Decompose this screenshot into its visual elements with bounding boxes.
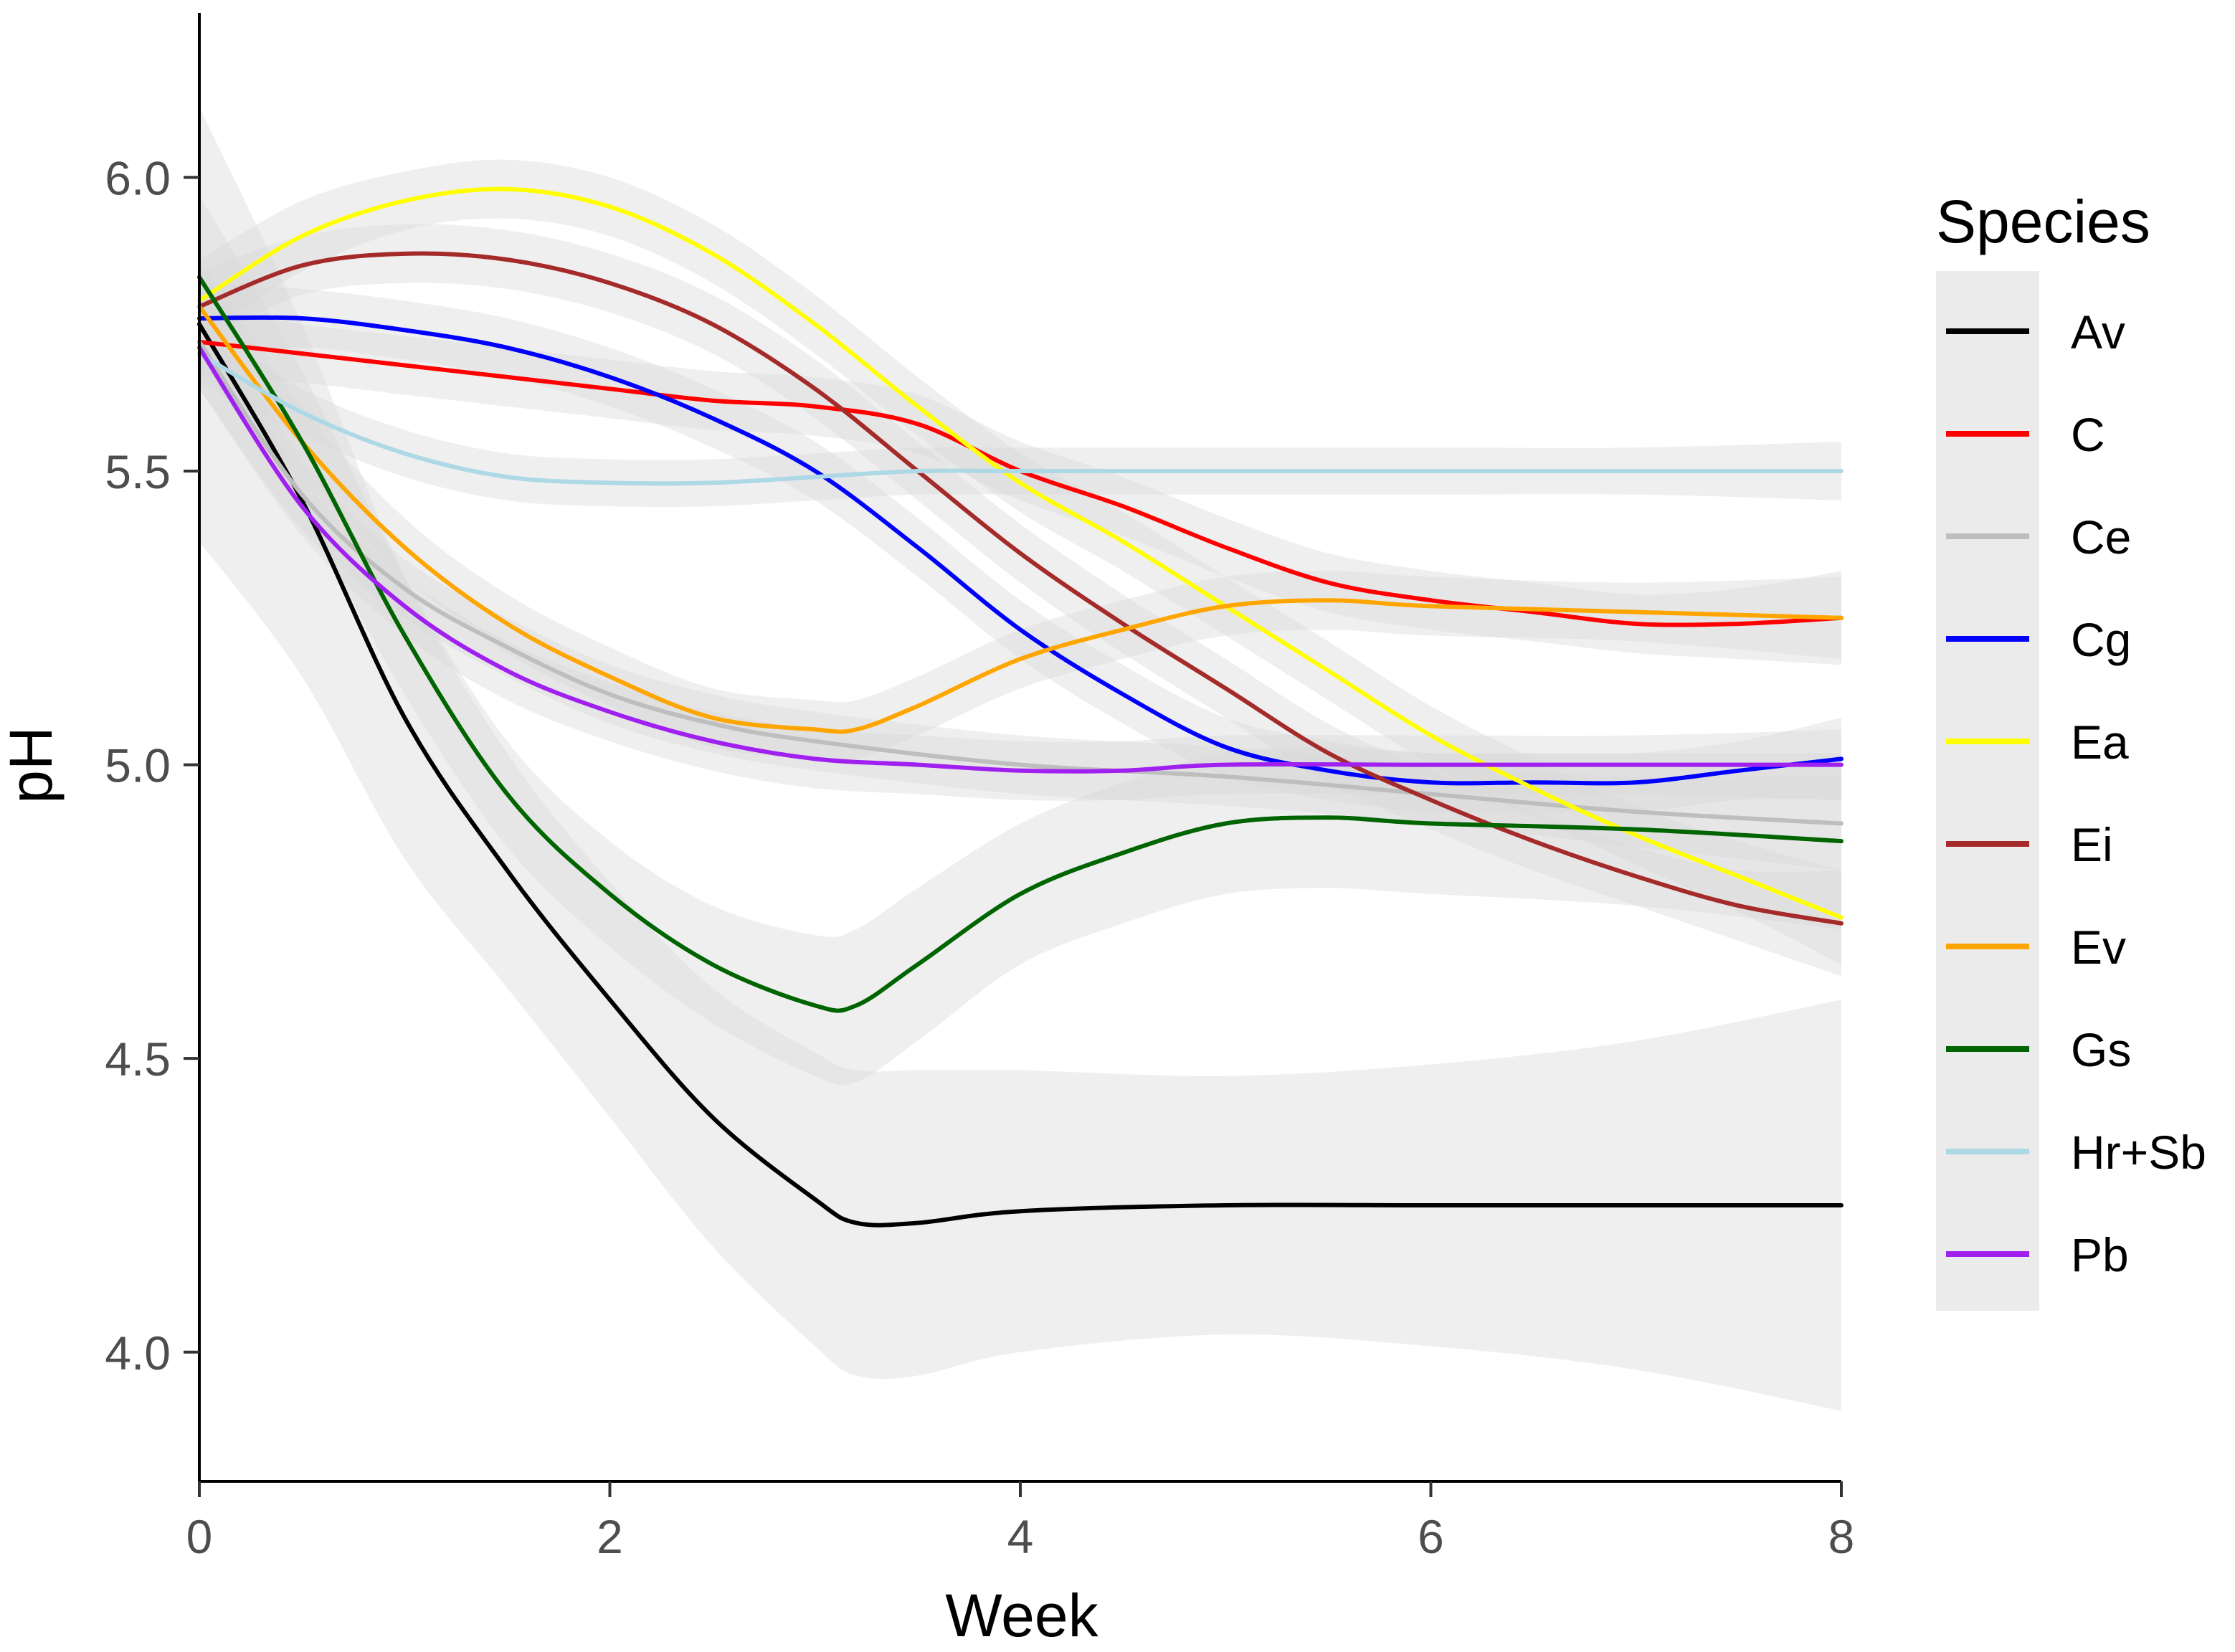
y-axis-ticks: 4.0 4.5 5.0 5.5 6.0 bbox=[105, 151, 199, 1380]
series-line-pb bbox=[197, 345, 1843, 774]
series-line-hr-sb bbox=[197, 351, 1843, 486]
x-axis-title: Week bbox=[945, 1582, 1098, 1648]
series-line-cg bbox=[197, 315, 1843, 786]
series-line-av bbox=[197, 322, 1843, 1228]
legend-label-hr-sb: Hr+Sb bbox=[2071, 1126, 2206, 1179]
series-line-ev bbox=[197, 304, 1843, 734]
y-tick-label: 5.0 bbox=[105, 739, 171, 792]
series-line-ei bbox=[197, 251, 1843, 926]
y-tick-label: 6.0 bbox=[105, 151, 171, 204]
legend-label-cg: Cg bbox=[2071, 613, 2131, 666]
legend-label-ce: Ce bbox=[2071, 511, 2131, 564]
series-line-ea bbox=[197, 186, 1843, 920]
series-lines bbox=[197, 186, 1843, 1228]
confidence-band-gs bbox=[199, 195, 1841, 1086]
y-tick-label: 5.5 bbox=[105, 445, 171, 498]
legend-item-pb: Pb bbox=[1946, 1228, 2129, 1281]
series-line-ce bbox=[197, 339, 1843, 826]
legend-label-ev: Ev bbox=[2071, 921, 2126, 974]
legend-item-cg: Cg bbox=[1946, 613, 2131, 666]
legend-label-c: C bbox=[2071, 408, 2105, 461]
series-line-gs bbox=[197, 275, 1843, 1013]
legend: Species Av C Ce Cg Ea Ei Ev Gs Hr+Sb Pb bbox=[1936, 188, 2206, 1311]
legend-item-ea: Ea bbox=[1946, 716, 2129, 769]
confidence-band-pb bbox=[199, 306, 1841, 801]
y-axis-title: pH bbox=[0, 726, 65, 803]
legend-label-ea: Ea bbox=[2071, 716, 2129, 769]
legend-item-c: C bbox=[1946, 408, 2105, 461]
x-tick-label: 4 bbox=[1007, 1510, 1034, 1563]
y-tick-label: 4.0 bbox=[105, 1326, 171, 1380]
confidence-band-av bbox=[199, 107, 1841, 1411]
x-tick-label: 2 bbox=[597, 1510, 623, 1563]
legend-label-av: Av bbox=[2071, 305, 2125, 359]
legend-label-pb: Pb bbox=[2071, 1228, 2129, 1281]
confidence-band-ei bbox=[199, 224, 1841, 977]
legend-item-hr-sb: Hr+Sb bbox=[1946, 1126, 2206, 1179]
legend-key-background bbox=[1936, 271, 2039, 1311]
legend-item-gs: Gs bbox=[1946, 1023, 2131, 1076]
legend-item-ei: Ei bbox=[1946, 818, 2113, 871]
legend-item-av: Av bbox=[1946, 305, 2125, 359]
legend-title: Species bbox=[1936, 188, 2150, 255]
confidence-band-hr-sb bbox=[199, 324, 1841, 508]
x-tick-label: 0 bbox=[186, 1510, 213, 1563]
confidence-band-c bbox=[199, 306, 1841, 665]
x-tick-label: 6 bbox=[1418, 1510, 1444, 1563]
x-axis-ticks: 0 2 4 6 8 bbox=[186, 1481, 1855, 1563]
y-tick-label: 4.5 bbox=[105, 1032, 171, 1086]
x-tick-label: 8 bbox=[1828, 1510, 1855, 1563]
legend-items: Av C Ce Cg Ea Ei Ev Gs Hr+Sb Pb bbox=[1946, 305, 2206, 1281]
legend-label-gs: Gs bbox=[2071, 1023, 2131, 1076]
legend-label-ei: Ei bbox=[2071, 818, 2113, 871]
confidence-band-cg bbox=[199, 283, 1841, 813]
legend-item-ce: Ce bbox=[1946, 511, 2131, 564]
legend-item-ev: Ev bbox=[1946, 921, 2126, 974]
